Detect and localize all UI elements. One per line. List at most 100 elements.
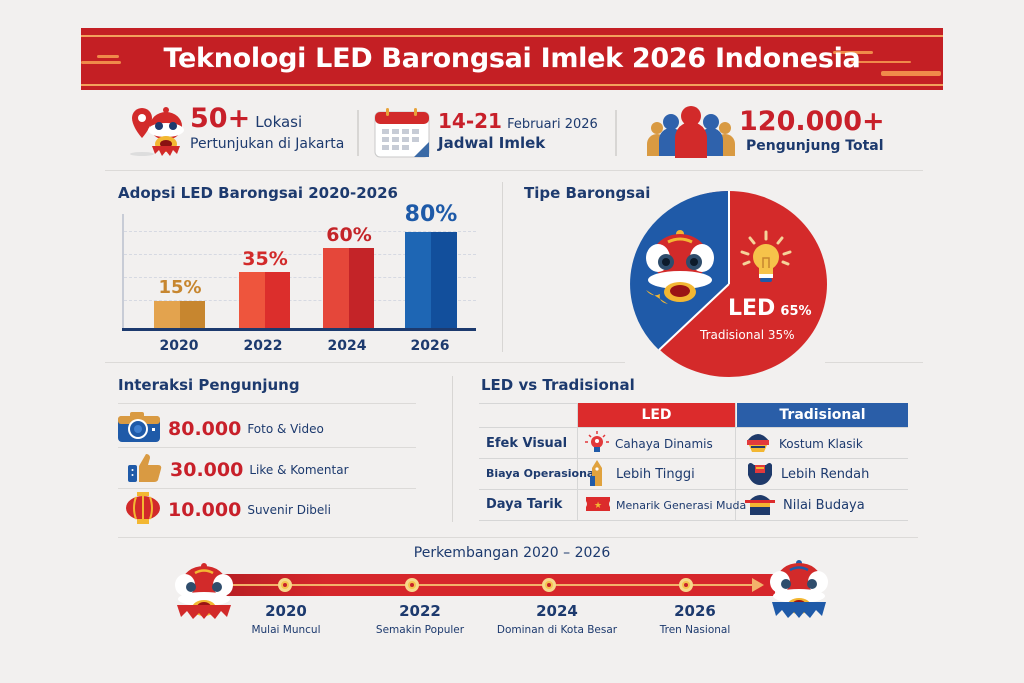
timeline-year-2026: 2026 xyxy=(674,602,716,620)
banner-bottom-line xyxy=(81,84,943,86)
pie-trad-label: Tradisional 35% xyxy=(700,328,795,342)
interaction-item-photos: 80.000 Foto & Video xyxy=(118,409,418,449)
x-tick-2020: 2020 xyxy=(159,338,199,354)
timeline-line xyxy=(230,584,760,586)
ticket-star-icon: ★ xyxy=(586,495,610,516)
bar-label-2022: 35% xyxy=(242,248,288,270)
price-tag-icon xyxy=(588,459,606,490)
x-tick-2022: 2022 xyxy=(243,338,283,354)
location-pin-lion-icon xyxy=(118,106,188,160)
row-label-visual: Efek Visual xyxy=(486,436,568,451)
gridline xyxy=(124,254,476,255)
lion-head-icon xyxy=(640,228,720,308)
cell-trad-cost: Lebih Rendah xyxy=(747,459,869,490)
cell-led-cost-text: Lebih Tinggi xyxy=(616,467,695,482)
traditional-lion-costume-icon xyxy=(745,431,771,456)
interaction-likes-label: Like & Komentar xyxy=(249,463,349,477)
bar-label-2026: 80% xyxy=(404,202,458,227)
banner-deco-left xyxy=(81,61,121,64)
bar-2026 xyxy=(405,232,457,328)
row-label-appeal: Daya Tarik xyxy=(486,497,563,512)
cell-trad-appeal: Nilai Budaya xyxy=(745,490,865,521)
x-axis xyxy=(122,328,476,331)
timeline-year-2024: 2024 xyxy=(536,602,578,620)
temple-roof-icon xyxy=(745,492,775,520)
y-axis xyxy=(122,214,124,328)
timeline-title: Perkembangan 2020 – 2026 xyxy=(413,545,611,561)
cell-led-appeal: ★ Menarik Generasi Muda xyxy=(586,490,746,521)
timeline-year-2020: 2020 xyxy=(265,602,307,620)
lantern-icon xyxy=(126,492,160,528)
table-header-led: LED xyxy=(578,403,735,427)
banner-deco-right xyxy=(833,51,873,54)
gridline xyxy=(124,231,476,232)
camera-icon xyxy=(118,412,160,446)
stat-dates-label: Jadwal Imlek xyxy=(438,134,546,152)
bar-chart: 15% 35% 60% 80% xyxy=(122,202,476,331)
cell-trad-cost-text: Lebih Rendah xyxy=(781,467,870,482)
interaction-souvenirs-label: Suvenir Dibeli xyxy=(247,503,331,517)
cell-led-visual-text: Cahaya Dinamis xyxy=(615,436,713,451)
divider-interaction-table xyxy=(452,376,453,522)
table-line xyxy=(479,489,908,490)
lion-mask-icon xyxy=(747,461,773,489)
interaction-divider-0 xyxy=(118,403,416,404)
people-group-icon xyxy=(647,106,735,158)
row-label-cost: Biaya Operasional xyxy=(486,467,599,480)
interaction-divider-1 xyxy=(118,447,416,448)
lion-head-left-icon xyxy=(173,563,235,619)
svg-text:★: ★ xyxy=(594,501,602,511)
table-col-line xyxy=(577,403,578,520)
timeline-node-2022 xyxy=(405,578,419,592)
pie-chart-title: Tipe Barongsai xyxy=(524,184,651,202)
timeline-node-2024 xyxy=(542,578,556,592)
stat-locations-inline: Lokasi xyxy=(255,113,303,131)
table-col-line xyxy=(735,403,736,520)
stats-divider-2 xyxy=(615,110,617,156)
stat-visitors-value: 120.000+ xyxy=(739,106,885,137)
light-bulb-icon xyxy=(738,230,794,286)
pie-led-label: LED xyxy=(728,296,776,321)
divider-mid-right xyxy=(825,362,923,363)
stat-locations-label: Pertunjukan di Jakarta xyxy=(190,136,345,152)
bulb-rays-icon xyxy=(585,431,609,456)
timeline-arrow-icon xyxy=(752,578,764,592)
table-line xyxy=(479,458,908,459)
timeline-desc-2020: Mulai Muncul xyxy=(251,624,321,636)
timeline-desc-2024: Dominan di Kota Besar xyxy=(496,624,618,636)
banner-top-line xyxy=(81,35,943,37)
divider-chart-pie xyxy=(502,182,503,352)
stat-visitors-label: Pengunjung Total xyxy=(746,138,884,154)
divider-timeline xyxy=(118,537,918,538)
interaction-photos-label: Foto & Video xyxy=(247,422,324,436)
cell-trad-visual-text: Kostum Klasik xyxy=(779,436,863,451)
stat-dates-value: 14-21 xyxy=(438,109,502,133)
thumbs-up-icon xyxy=(128,453,162,487)
gridline xyxy=(124,300,476,301)
cell-led-appeal-text: Menarik Generasi Muda xyxy=(616,499,747,512)
timeline-year-2022: 2022 xyxy=(399,602,441,620)
pie-chart: LED 65% Tradisional 35% xyxy=(630,190,828,378)
bar-label-2020: 15% xyxy=(158,277,202,298)
stat-dates-inline: Februari 2026 xyxy=(507,117,598,132)
interaction-title: Interaksi Pengunjung xyxy=(118,376,300,394)
page-title: Teknologi LED Barongsai Imlek 2026 Indon… xyxy=(163,43,861,74)
comparison-title: LED vs Tradisional xyxy=(481,376,635,394)
pie-led-value: 65% xyxy=(780,304,812,319)
bar-2024 xyxy=(323,248,374,328)
divider-mid-left xyxy=(105,362,625,363)
timeline-desc-2022: Semakin Populer xyxy=(375,624,465,636)
bar-label-2024: 60% xyxy=(326,224,372,246)
timeline-node-2026 xyxy=(679,578,693,592)
x-tick-2026: 2026 xyxy=(410,338,450,354)
interaction-likes-value: 30.000 xyxy=(170,459,244,481)
bar-chart-title: Adopsi LED Barongsai 2020-2026 xyxy=(118,184,398,202)
table-line xyxy=(479,403,577,404)
interaction-item-souvenirs: 10.000 Suvenir Dibeli xyxy=(118,490,418,530)
gridline xyxy=(124,277,476,278)
bar-2020 xyxy=(154,301,205,328)
lion-head-right-icon xyxy=(768,560,830,620)
stats-divider-1 xyxy=(357,110,359,156)
divider-stats xyxy=(105,170,923,171)
banner-deco-right-2 xyxy=(851,61,911,63)
